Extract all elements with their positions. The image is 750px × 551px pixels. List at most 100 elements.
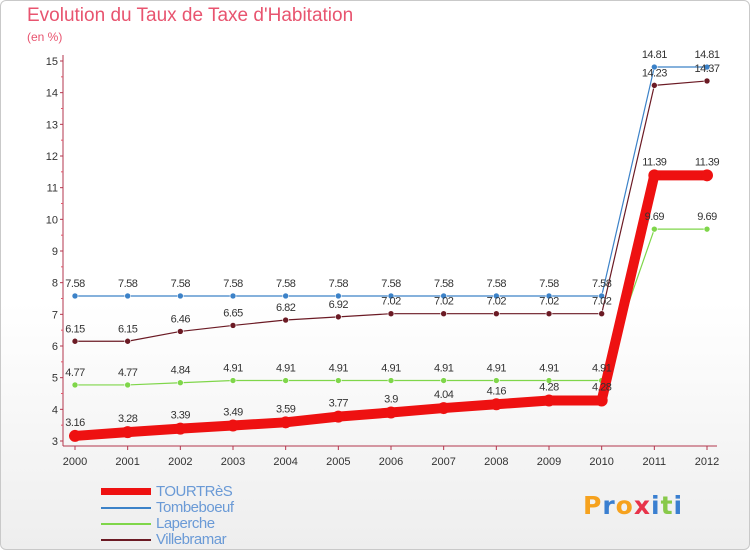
- data-point: [440, 292, 447, 300]
- data-label: 3.77: [329, 398, 349, 410]
- data-point: [121, 426, 134, 439]
- data-label: 7.58: [539, 278, 559, 290]
- legend-label-tourtres: TOURTRèS: [156, 483, 233, 500]
- logo-letter: i: [673, 491, 684, 520]
- data-label: 7.58: [487, 278, 507, 290]
- data-point: [595, 394, 608, 407]
- data-point: [545, 377, 553, 384]
- data-label: 11.39: [642, 156, 667, 168]
- data-point: [703, 63, 711, 71]
- data-point: [229, 292, 237, 300]
- x-tick-label: 2006: [379, 456, 403, 468]
- legend-swatch-laperche: [101, 523, 151, 525]
- data-label: 4.77: [118, 367, 138, 379]
- data-point: [440, 310, 447, 318]
- data-label: 9.69: [697, 211, 717, 223]
- y-tick-label: 12: [46, 151, 58, 163]
- data-label: 7.02: [592, 296, 612, 308]
- data-label: 7.58: [434, 278, 454, 290]
- logo-letter: t: [660, 491, 674, 520]
- data-label: 4.28: [592, 381, 612, 393]
- data-point: [279, 416, 292, 429]
- y-tick-label: 8: [52, 278, 58, 290]
- data-label: 7.02: [487, 296, 507, 308]
- data-label: 7.02: [381, 296, 401, 308]
- data-point: [71, 292, 79, 300]
- x-tick-label: 2002: [168, 456, 192, 468]
- data-point: [493, 310, 500, 318]
- x-tick-label: 2003: [221, 456, 245, 468]
- logo-letter: P: [583, 491, 603, 520]
- y-tick-label: 4: [52, 404, 58, 416]
- data-label: 3.59: [276, 403, 296, 415]
- proxiti-logo: Proxiti: [583, 491, 683, 520]
- data-point: [335, 292, 342, 300]
- x-tick-label: 2004: [273, 456, 297, 468]
- chart-title: Evolution du Taux de Taxe d'Habitation: [27, 5, 354, 26]
- series-line-tombeboeuf: [74, 66, 708, 297]
- data-point: [229, 322, 237, 329]
- data-label: 6.92: [329, 299, 349, 311]
- data-point: [335, 313, 342, 321]
- x-tick-label: 2010: [589, 456, 613, 468]
- y-tick-label: 10: [46, 214, 58, 226]
- data-point: [703, 225, 711, 233]
- series-lines: [69, 63, 713, 442]
- y-tick-label: 3: [52, 436, 58, 448]
- y-tick-label: 15: [46, 56, 58, 68]
- y-tick-label: 5: [52, 373, 58, 385]
- logo-letter: i: [651, 491, 661, 520]
- data-label: 7.02: [434, 296, 454, 308]
- data-label: 7.58: [118, 278, 138, 290]
- data-labels: 3.16 3.28 3.39 3.49 3.59 3.77 3.9 4.04 4.16 4.28 4…: [65, 49, 720, 429]
- data-label: 3.49: [223, 406, 243, 418]
- data-label: 14.81: [642, 49, 667, 61]
- data-label: 7.58: [223, 278, 243, 290]
- data-label: 3.39: [171, 410, 191, 422]
- data-point: [229, 377, 237, 384]
- data-point: [387, 292, 395, 300]
- data-label: 4.91: [223, 363, 243, 375]
- data-label: 7.58: [276, 278, 296, 290]
- data-label: 7.58: [381, 278, 401, 290]
- data-label: 4.16: [487, 385, 507, 397]
- data-point: [648, 169, 661, 182]
- data-label: 4.91: [592, 363, 612, 375]
- data-point: [543, 394, 555, 407]
- data-label: 4.28: [539, 381, 559, 393]
- legend-label-tombeboeuf: Tombeboeuf: [156, 499, 234, 516]
- data-label: 4.91: [329, 363, 349, 375]
- data-point: [387, 377, 395, 384]
- data-point: [282, 316, 289, 324]
- data-point: [598, 292, 605, 300]
- data-label: 4.91: [381, 363, 401, 375]
- data-point: [440, 377, 447, 384]
- data-label: 6.82: [276, 302, 296, 314]
- legend-label-villebramar: Villebramar: [156, 531, 227, 548]
- data-label: 11.39: [695, 156, 720, 168]
- x-tick-label: 2005: [326, 456, 350, 468]
- data-label: 7.02: [539, 296, 559, 308]
- data-point: [177, 379, 184, 387]
- logo-letter: r: [602, 491, 616, 520]
- data-point: [174, 422, 187, 435]
- x-tick-label: 2012: [695, 456, 719, 468]
- y-tick-label: 13: [46, 119, 58, 131]
- data-point: [701, 169, 713, 182]
- data-point: [598, 310, 605, 318]
- data-point: [69, 429, 81, 442]
- data-label: 6.15: [65, 323, 85, 335]
- x-tick-label: 2008: [484, 456, 508, 468]
- data-point: [545, 310, 553, 318]
- data-point: [177, 328, 184, 335]
- logo-letter: o: [615, 491, 634, 520]
- data-label: 7.58: [329, 278, 349, 290]
- data-label: 14.81: [694, 49, 719, 61]
- axes: 3 4 5 6 7 8 9 10 11 12 13 14 15 2000 2001 2002 2003 2004 2…: [46, 55, 719, 468]
- data-label: 4.84: [171, 365, 191, 377]
- data-point: [651, 63, 658, 71]
- data-label: 4.91: [539, 363, 559, 375]
- legend-swatch-tombeboeuf: [101, 507, 151, 509]
